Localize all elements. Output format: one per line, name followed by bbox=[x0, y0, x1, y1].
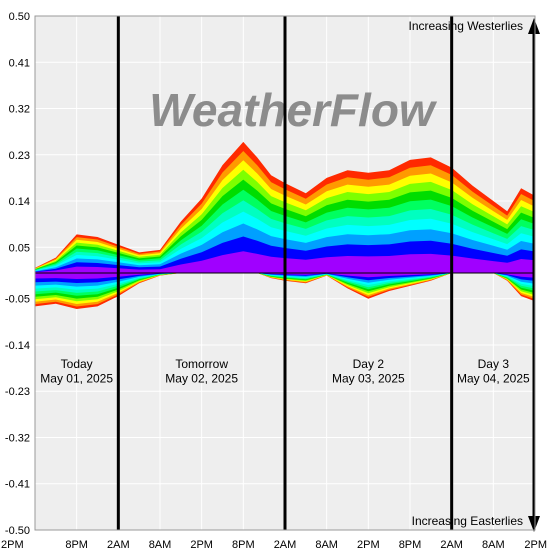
x-axis-ticks: 2PM 8PM 2AM 8AM 2PM 8PM 2AM 8AM 2PM 8PM 2AM 8AM 2PM bbox=[1, 539, 547, 551]
y-tick-label: 0.23 bbox=[9, 150, 30, 162]
x-tick-label: 2PM bbox=[524, 539, 547, 550]
x-tick-label: 2AM bbox=[274, 539, 297, 550]
day-label-name: Tomorrow bbox=[175, 357, 228, 371]
top-annotation: Increasing Westerlies bbox=[409, 19, 524, 33]
watermark-logo: WeatherFlow bbox=[149, 84, 438, 136]
y-tick-label: -0.14 bbox=[5, 340, 30, 352]
day-label-date: May 04, 2025 bbox=[457, 371, 530, 385]
x-tick-label: 8PM bbox=[232, 539, 255, 550]
day-label-date: May 02, 2025 bbox=[165, 371, 238, 385]
y-tick-label: -0.23 bbox=[5, 386, 30, 398]
bottom-annotation: Increasing Easterlies bbox=[412, 514, 523, 528]
y-tick-label: -0.32 bbox=[5, 432, 30, 444]
x-tick-label: 8PM bbox=[65, 539, 88, 550]
y-tick-label: 0.14 bbox=[9, 196, 30, 208]
y-tick-label: -0.50 bbox=[5, 525, 30, 537]
day-label-date: May 03, 2025 bbox=[332, 371, 405, 385]
x-tick-label: 2AM bbox=[107, 539, 130, 550]
day-label-name: Day 2 bbox=[353, 357, 385, 371]
x-tick-label: 8PM bbox=[399, 539, 422, 550]
y-tick-label: -0.41 bbox=[5, 479, 30, 491]
x-tick-label: 2PM bbox=[190, 539, 213, 550]
day-label-name: Day 3 bbox=[478, 357, 510, 371]
arrow-head-down bbox=[528, 516, 540, 532]
x-tick-label: 2AM bbox=[440, 539, 463, 550]
arrow-head-up bbox=[528, 18, 540, 34]
y-axis-ticks: 0.50 0.41 0.32 0.23 0.14 0.05 -0.05 -0.14 -0.23 -… bbox=[5, 11, 30, 537]
plot-border bbox=[34, 15, 536, 531]
x-tick-label: 2PM bbox=[1, 539, 24, 550]
x-tick-label: 2PM bbox=[357, 539, 380, 550]
y-tick-label: 0.41 bbox=[9, 57, 30, 69]
day-label-name: Today bbox=[61, 357, 93, 371]
day-label-date: May 01, 2025 bbox=[40, 371, 113, 385]
x-tick-label: 8AM bbox=[482, 539, 505, 550]
x-tick-label: 8AM bbox=[315, 539, 338, 550]
x-tick-label: 8AM bbox=[149, 539, 172, 550]
y-tick-label: 0.05 bbox=[9, 242, 30, 254]
y-tick-label: 0.32 bbox=[9, 104, 30, 116]
y-tick-label: -0.05 bbox=[5, 294, 30, 306]
day-boundaries bbox=[116, 16, 454, 530]
direction-arrow bbox=[528, 18, 540, 532]
y-tick-label: 0.50 bbox=[9, 11, 30, 23]
